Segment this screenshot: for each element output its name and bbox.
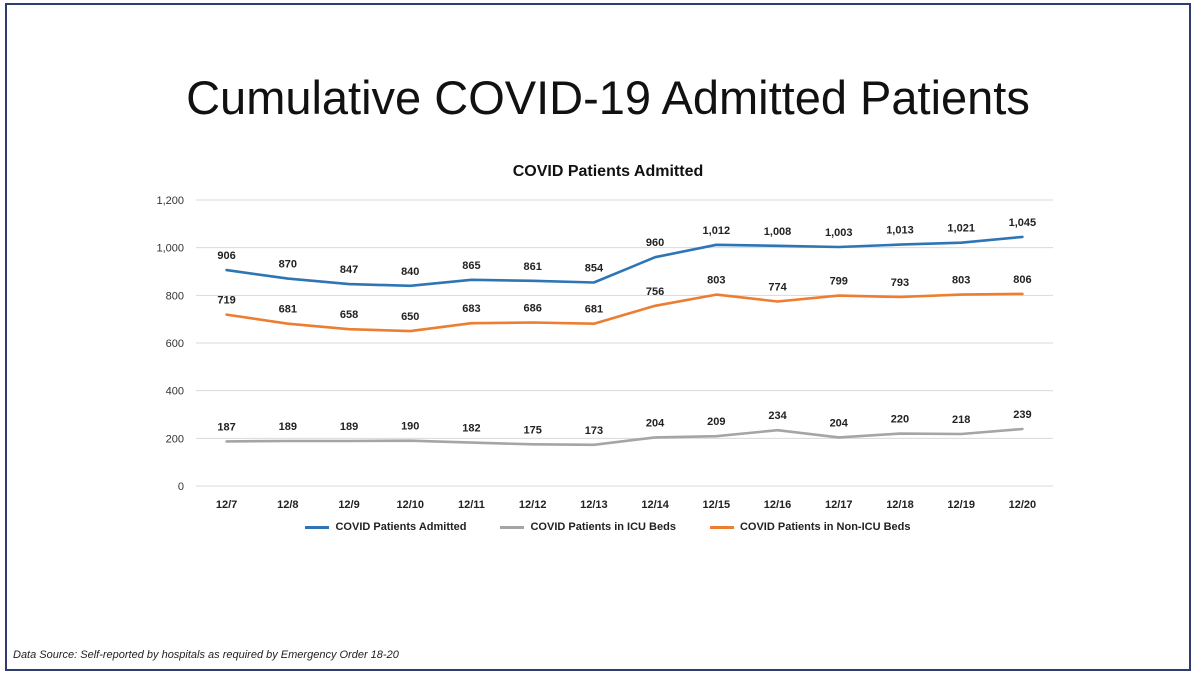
y-tick-label: 1,200: [156, 195, 184, 207]
data-label: 190: [401, 421, 419, 433]
y-tick-label: 0: [178, 481, 184, 493]
data-label: 683: [462, 303, 480, 315]
data-label: 220: [891, 414, 909, 426]
data-label: 1,013: [886, 225, 914, 237]
data-label: 173: [585, 425, 603, 437]
data-label: 806: [1013, 274, 1031, 286]
data-label: 840: [401, 266, 419, 278]
x-tick-label: 12/19: [947, 499, 975, 511]
data-label: 1,008: [764, 226, 792, 238]
data-label: 1,012: [703, 225, 731, 237]
series-line: [225, 427, 1024, 447]
data-source-note: Data Source: Self-reported by hospitals …: [13, 649, 399, 661]
x-tick-label: 12/20: [1009, 499, 1037, 511]
chart-legend: COVID Patients Admitted COVID Patients i…: [0, 521, 1200, 533]
y-tick-label: 600: [166, 338, 184, 350]
x-tick-label: 12/9: [338, 499, 359, 511]
data-label: 847: [340, 264, 358, 276]
data-label: 756: [646, 286, 664, 298]
data-label: 189: [279, 421, 297, 433]
legend-label-admitted: COVID Patients Admitted: [335, 521, 467, 533]
data-label: 175: [523, 424, 541, 436]
legend-swatch-icu: [500, 525, 525, 529]
x-tick-label: 12/16: [764, 499, 792, 511]
slide-title: Cumulative COVID-19 Admitted Patients: [186, 71, 1030, 124]
legend-swatch-admitted: [305, 525, 330, 529]
data-label: 960: [646, 237, 664, 249]
data-label: 854: [585, 262, 604, 274]
x-tick-label: 12/11: [458, 499, 485, 511]
data-label: 189: [340, 421, 358, 433]
series-line: [225, 292, 1024, 333]
x-tick-label: 12/14: [641, 499, 669, 511]
y-tick-label: 200: [166, 433, 184, 445]
x-tick-label: 12/13: [580, 499, 608, 511]
legend-label-non-icu: COVID Patients in Non-ICU Beds: [739, 521, 911, 533]
data-label: 803: [707, 275, 725, 287]
data-label: 187: [217, 421, 235, 433]
data-label: 658: [340, 309, 358, 321]
x-tick-label: 12/7: [216, 499, 237, 511]
data-label: 209: [707, 416, 725, 428]
data-label: 865: [462, 260, 480, 272]
legend-swatch-non-icu: [709, 525, 734, 529]
data-label: 774: [768, 282, 787, 294]
data-label: 239: [1013, 409, 1031, 421]
x-tick-label: 12/10: [396, 499, 424, 511]
data-label: 681: [585, 304, 603, 316]
y-tick-label: 1,000: [156, 243, 184, 255]
legend-item-admitted: COVID Patients Admitted: [305, 521, 466, 533]
chart-title: COVID Patients Admitted: [512, 163, 704, 180]
x-tick-label: 12/8: [277, 499, 298, 511]
data-label: 686: [523, 303, 541, 315]
data-label: 803: [952, 275, 970, 287]
data-label: 861: [523, 261, 541, 273]
data-label: 218: [952, 414, 970, 426]
legend-item-non-icu: COVID Patients in Non-ICU Beds: [709, 521, 911, 533]
legend-item-icu: COVID Patients in ICU Beds: [500, 521, 676, 533]
x-tick-label: 12/15: [703, 499, 731, 511]
data-label: 1,045: [1009, 217, 1037, 229]
data-label: 799: [830, 276, 848, 288]
legend-label-icu: COVID Patients in ICU Beds: [530, 521, 676, 533]
data-label: 1,003: [825, 227, 853, 239]
data-label: 906: [217, 250, 235, 262]
data-label: 234: [768, 410, 787, 422]
x-tick-label: 12/12: [519, 499, 547, 511]
data-label: 204: [830, 417, 849, 429]
y-tick-label: 400: [166, 386, 184, 398]
series-line: [225, 235, 1024, 288]
data-label: 719: [217, 295, 235, 307]
slide-frame: [5, 3, 1191, 671]
data-label: 681: [279, 304, 297, 316]
x-tick-label: 12/17: [825, 499, 853, 511]
y-tick-label: 800: [166, 290, 184, 302]
x-tick-label: 12/18: [886, 499, 914, 511]
data-label: 870: [279, 259, 297, 271]
data-label: 204: [646, 417, 665, 429]
data-label: 1,021: [947, 223, 975, 235]
data-label: 793: [891, 277, 909, 289]
data-label: 182: [462, 423, 480, 435]
data-label: 650: [401, 311, 419, 323]
